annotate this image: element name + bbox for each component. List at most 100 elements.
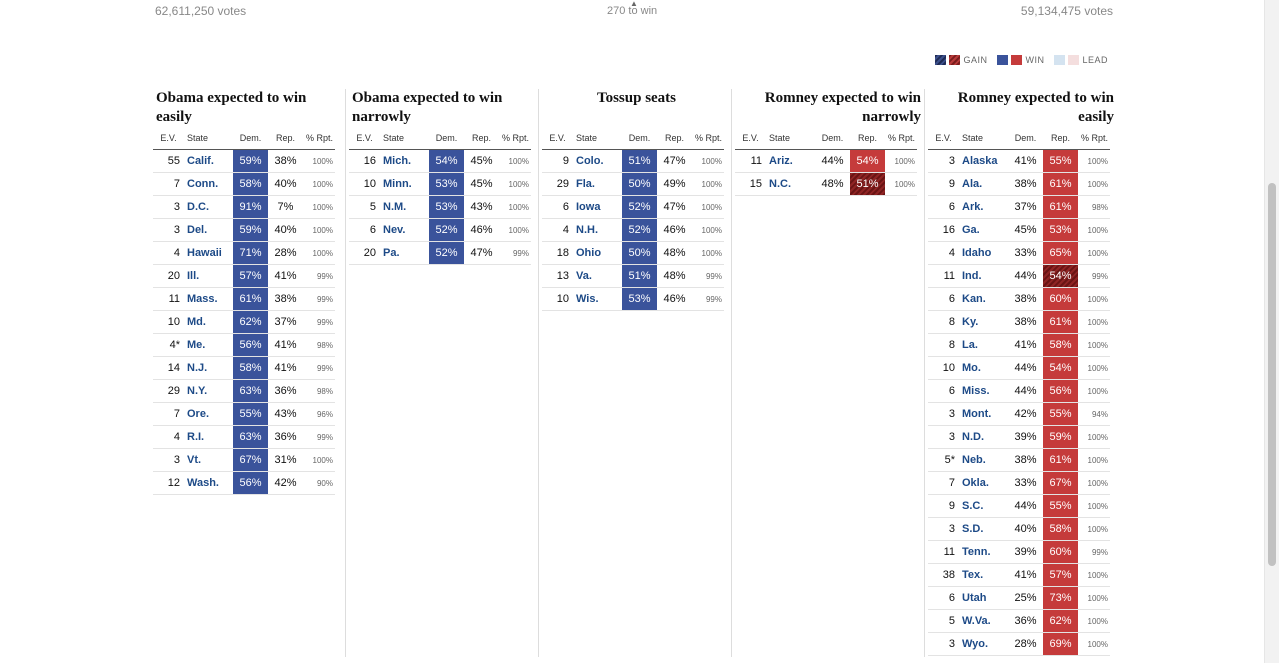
state-link[interactable]: Kan. (959, 287, 1008, 311)
state-link[interactable]: Nev. (380, 218, 429, 242)
table-row: 29 Fla. 50% 49% 100% (542, 172, 724, 196)
header-rep: Rep. (850, 127, 885, 150)
table-row: 10 Minn. 53% 45% 100% (349, 172, 531, 196)
table-row: 8 Ky. 38% 61% 100% (928, 310, 1110, 334)
header-state: State (573, 127, 622, 150)
dem-pct: 44% (1008, 494, 1043, 518)
state-link[interactable]: Ind. (959, 264, 1008, 288)
scrollbar[interactable] (1264, 0, 1279, 663)
rep-pct: 31% (268, 448, 303, 472)
state-link[interactable]: Tenn. (959, 540, 1008, 564)
rep-pct: 42% (268, 471, 303, 495)
state-link[interactable]: Mich. (380, 149, 429, 173)
dem-pct: 54% (429, 149, 464, 173)
pct-reporting: 100% (885, 149, 917, 173)
state-link[interactable]: N.C. (766, 172, 815, 196)
state-link[interactable]: Fla. (573, 172, 622, 196)
state-link[interactable]: R.I. (184, 425, 233, 449)
dem-pct: 59% (233, 218, 268, 242)
rep-pct: 57% (1043, 563, 1078, 587)
state-link[interactable]: Ky. (959, 310, 1008, 334)
state-link[interactable]: Ark. (959, 195, 1008, 219)
ev-cell: 13 (542, 264, 573, 288)
table-row: 7 Conn. 58% 40% 100% (153, 172, 335, 196)
state-link[interactable]: S.C. (959, 494, 1008, 518)
state-link[interactable]: Utah (959, 586, 1008, 610)
state-link[interactable]: N.H. (573, 218, 622, 242)
dem-pct: 37% (1008, 195, 1043, 219)
state-link[interactable]: Md. (184, 310, 233, 334)
state-link[interactable]: Ohio (573, 241, 622, 265)
state-link[interactable]: Va. (573, 264, 622, 288)
rep-pct: 47% (657, 149, 692, 173)
state-link[interactable]: N.J. (184, 356, 233, 380)
ev-cell: 9 (928, 494, 959, 518)
to-win-label: 270 to win (607, 5, 658, 17)
lead-rep-swatch (1068, 55, 1080, 65)
romney-vote-total: 59,134,475 votes (1020, 4, 1113, 18)
win-rep-swatch (1011, 55, 1023, 65)
pct-reporting: 94% (1078, 402, 1110, 426)
state-link[interactable]: Conn. (184, 172, 233, 196)
ev-cell: 4 (542, 218, 573, 242)
state-link[interactable]: N.Y. (184, 379, 233, 403)
table-row: 9 Colo. 51% 47% 100% (542, 149, 724, 173)
pct-reporting: 100% (692, 195, 724, 219)
dem-pct: 41% (1008, 333, 1043, 357)
dem-pct: 91% (233, 195, 268, 219)
rep-pct: 61% (1043, 172, 1078, 196)
state-link[interactable]: Wash. (184, 471, 233, 495)
state-link[interactable]: Alaska (959, 149, 1008, 173)
state-link[interactable]: Mo. (959, 356, 1008, 380)
dem-pct: 44% (1008, 264, 1043, 288)
header-dem: Dem. (1008, 127, 1043, 150)
state-link[interactable]: S.D. (959, 517, 1008, 541)
header-rpt: % Rpt. (499, 127, 531, 150)
rep-pct: 55% (1043, 149, 1078, 173)
state-link[interactable]: Vt. (184, 448, 233, 472)
header-ev: E.V. (542, 127, 573, 150)
state-link[interactable]: Minn. (380, 172, 429, 196)
state-link[interactable]: Hawaii (184, 241, 233, 265)
state-link[interactable]: Calif. (184, 149, 233, 173)
scrollbar-thumb[interactable] (1268, 183, 1276, 566)
state-link[interactable]: Neb. (959, 448, 1008, 472)
state-link[interactable]: Me. (184, 333, 233, 357)
state-link[interactable]: Mass. (184, 287, 233, 311)
state-link[interactable]: Mont. (959, 402, 1008, 426)
table-row: 5* Neb. 38% 61% 100% (928, 448, 1110, 472)
state-link[interactable]: Ala. (959, 172, 1008, 196)
state-link[interactable]: Okla. (959, 471, 1008, 495)
state-link[interactable]: Idaho (959, 241, 1008, 265)
lead-dem-swatch (1054, 55, 1066, 65)
state-link[interactable]: Ill. (184, 264, 233, 288)
ev-cell: 3 (153, 218, 184, 242)
state-link[interactable]: Miss. (959, 379, 1008, 403)
rep-pct: 54% (1043, 264, 1078, 288)
state-link[interactable]: D.C. (184, 195, 233, 219)
state-link[interactable]: N.M. (380, 195, 429, 219)
table-row: 3 D.C. 91% 7% 100% (153, 195, 335, 219)
state-link[interactable]: Pa. (380, 241, 429, 265)
state-link[interactable]: Colo. (573, 149, 622, 173)
state-link[interactable]: N.D. (959, 425, 1008, 449)
state-link[interactable]: Ariz. (766, 149, 815, 173)
state-link[interactable]: La. (959, 333, 1008, 357)
state-link[interactable]: Ore. (184, 402, 233, 426)
table-row: 38 Tex. 41% 57% 100% (928, 563, 1110, 587)
rep-pct: 48% (657, 241, 692, 265)
state-link[interactable]: Ga. (959, 218, 1008, 242)
ev-cell: 3 (928, 149, 959, 173)
pct-reporting: 100% (692, 172, 724, 196)
state-link[interactable]: Wyo. (959, 632, 1008, 656)
column-romney-easily: Romney expected to win easily E.V. State De… (924, 89, 1117, 657)
dem-pct: 45% (1008, 218, 1043, 242)
rep-pct: 43% (464, 195, 499, 219)
state-link[interactable]: Del. (184, 218, 233, 242)
rep-pct: 46% (657, 218, 692, 242)
state-link[interactable]: Tex. (959, 563, 1008, 587)
state-link[interactable]: W.Va. (959, 609, 1008, 633)
state-link[interactable]: Iowa (573, 195, 622, 219)
state-link[interactable]: Wis. (573, 287, 622, 311)
rep-pct: 65% (1043, 241, 1078, 265)
